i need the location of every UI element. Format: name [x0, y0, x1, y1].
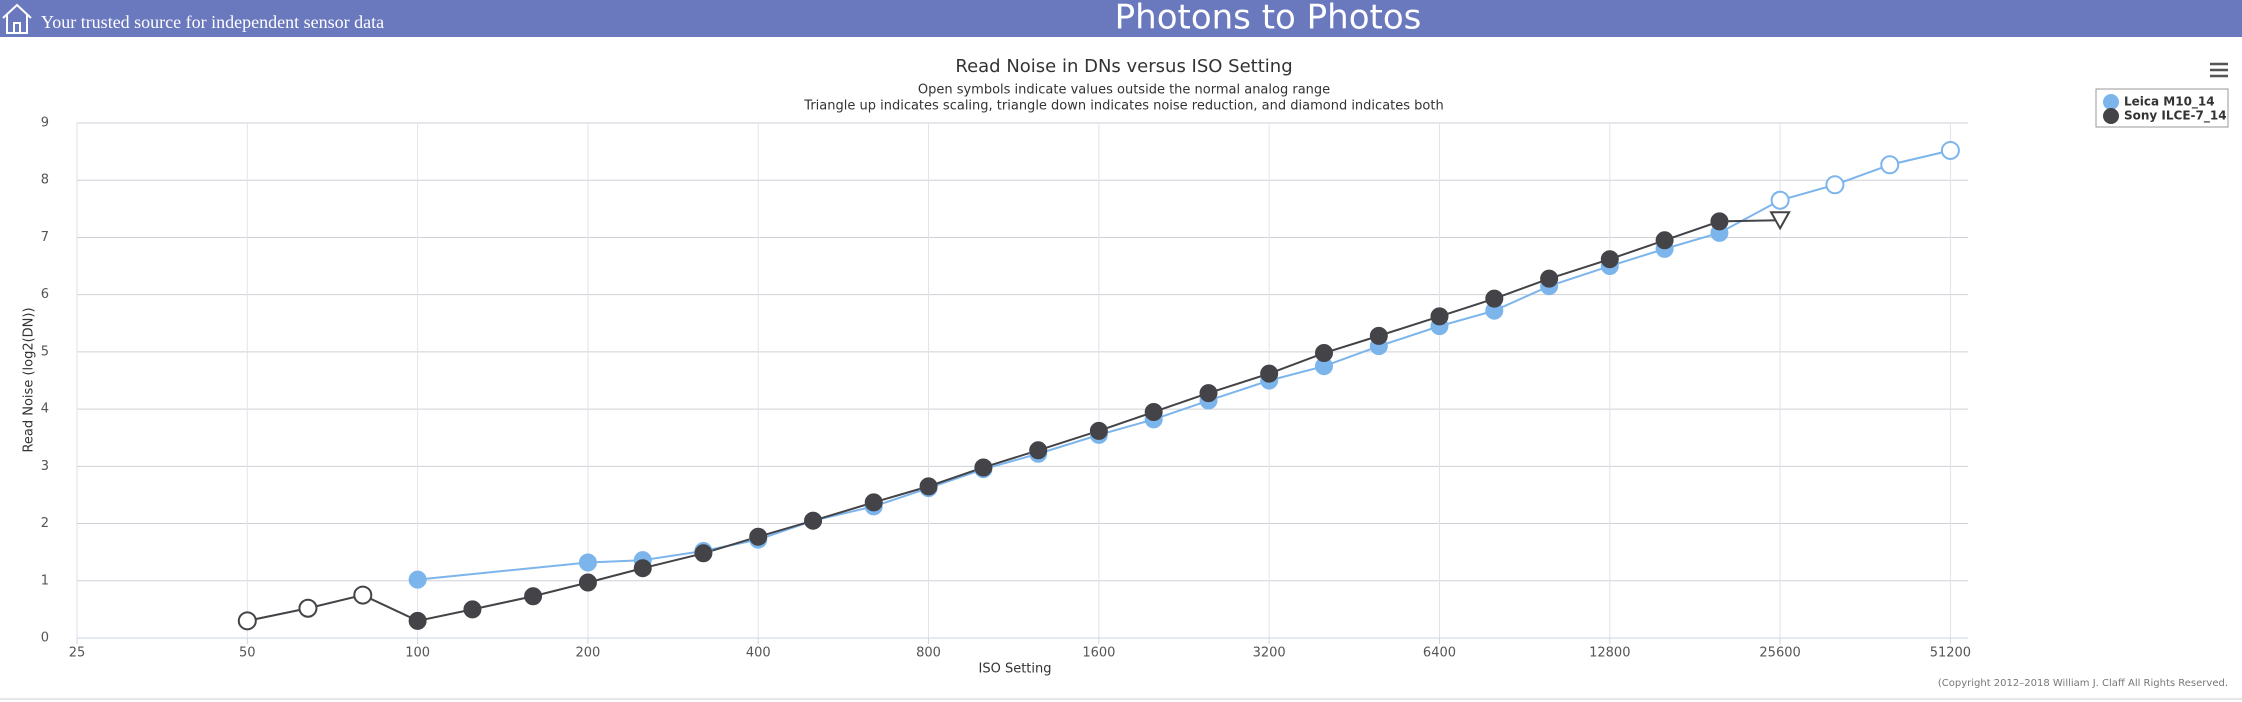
legend-label[interactable]: Leica M10_14	[2124, 95, 2215, 110]
x-tick-label: 50	[239, 646, 256, 661]
series-line	[247, 219, 1781, 622]
point-marker	[1655, 231, 1674, 250]
chart-subtitle: Open symbols indicate values outside the…	[918, 83, 1330, 98]
point-marker	[524, 587, 543, 606]
x-tick-label: 51200	[1930, 646, 1971, 661]
point-marker	[1710, 212, 1729, 231]
y-tick-label: 7	[41, 230, 49, 245]
point-marker	[864, 493, 883, 512]
point-marker	[1940, 140, 1960, 160]
point-marker	[1825, 175, 1845, 195]
point-marker	[463, 600, 482, 619]
series-line	[417, 149, 1951, 581]
point-marker	[919, 477, 938, 496]
legend-symbol	[2103, 108, 2119, 124]
point-marker	[578, 553, 597, 572]
y-tick-label: 3	[41, 459, 49, 474]
chart-subtitle: Triangle up indicates scaling, triangle …	[803, 99, 1443, 114]
point-marker	[1880, 155, 1900, 175]
x-tick-label: 12800	[1589, 646, 1630, 661]
point-marker	[1029, 441, 1048, 460]
y-tick-label: 8	[41, 173, 49, 188]
y-tick-label: 4	[41, 402, 49, 417]
point-marker	[1260, 364, 1279, 383]
point-marker	[1089, 421, 1108, 440]
y-tick-label: 9	[41, 116, 49, 131]
point-marker	[298, 598, 318, 618]
point-marker	[1314, 344, 1333, 363]
y-tick-label: 6	[41, 287, 49, 302]
point-marker	[408, 570, 427, 589]
header-bar	[0, 0, 2242, 37]
x-tick-label: 200	[576, 646, 601, 661]
point-marker	[1369, 326, 1388, 345]
point-marker	[1770, 190, 1790, 210]
point-marker	[1144, 402, 1163, 421]
site-title[interactable]: Photons to Photos	[1115, 0, 1422, 38]
y-tick-label: 0	[41, 631, 49, 646]
point-marker	[749, 527, 768, 546]
x-tick-label: 6400	[1423, 646, 1456, 661]
point-marker	[804, 511, 823, 530]
point-marker	[1485, 289, 1504, 308]
copyright: (Copyright 2012–2018 William J. Claff Al…	[1938, 678, 2228, 689]
point-marker	[578, 573, 597, 592]
point-marker	[1769, 211, 1791, 231]
x-axis-label: ISO Setting	[979, 662, 1052, 677]
legend-box	[2095, 88, 2229, 128]
point-marker	[974, 458, 993, 477]
point-marker	[408, 611, 427, 630]
point-marker	[353, 585, 373, 605]
y-tick-label: 1	[41, 573, 49, 588]
x-tick-label: 25600	[1759, 646, 1800, 661]
point-marker	[633, 559, 652, 578]
x-tick-label: 3200	[1253, 646, 1286, 661]
point-marker	[694, 544, 713, 563]
point-marker	[237, 611, 257, 631]
chart-title: Read Noise in DNs versus ISO Setting	[955, 56, 1292, 77]
x-tick-label: 100	[405, 646, 430, 661]
y-axis-label: Read Noise (log2(DN))	[22, 307, 37, 452]
x-tick-label: 800	[916, 646, 941, 661]
legend-label[interactable]: Sony ILCE-7_14	[2124, 109, 2227, 124]
menu-icon[interactable]	[2210, 62, 2228, 78]
x-tick-label: 25	[69, 646, 86, 661]
y-tick-label: 2	[41, 516, 49, 531]
legend-symbol	[2103, 94, 2119, 110]
point-marker	[1430, 307, 1449, 326]
home-icon[interactable]	[2, 3, 32, 34]
point-marker	[1540, 269, 1559, 288]
x-tick-label: 1600	[1082, 646, 1115, 661]
tagline: Your trusted source for independent sens…	[41, 12, 384, 32]
point-marker	[1199, 384, 1218, 403]
y-tick-label: 5	[41, 344, 49, 359]
point-marker	[1600, 250, 1619, 269]
x-tick-label: 400	[746, 646, 771, 661]
